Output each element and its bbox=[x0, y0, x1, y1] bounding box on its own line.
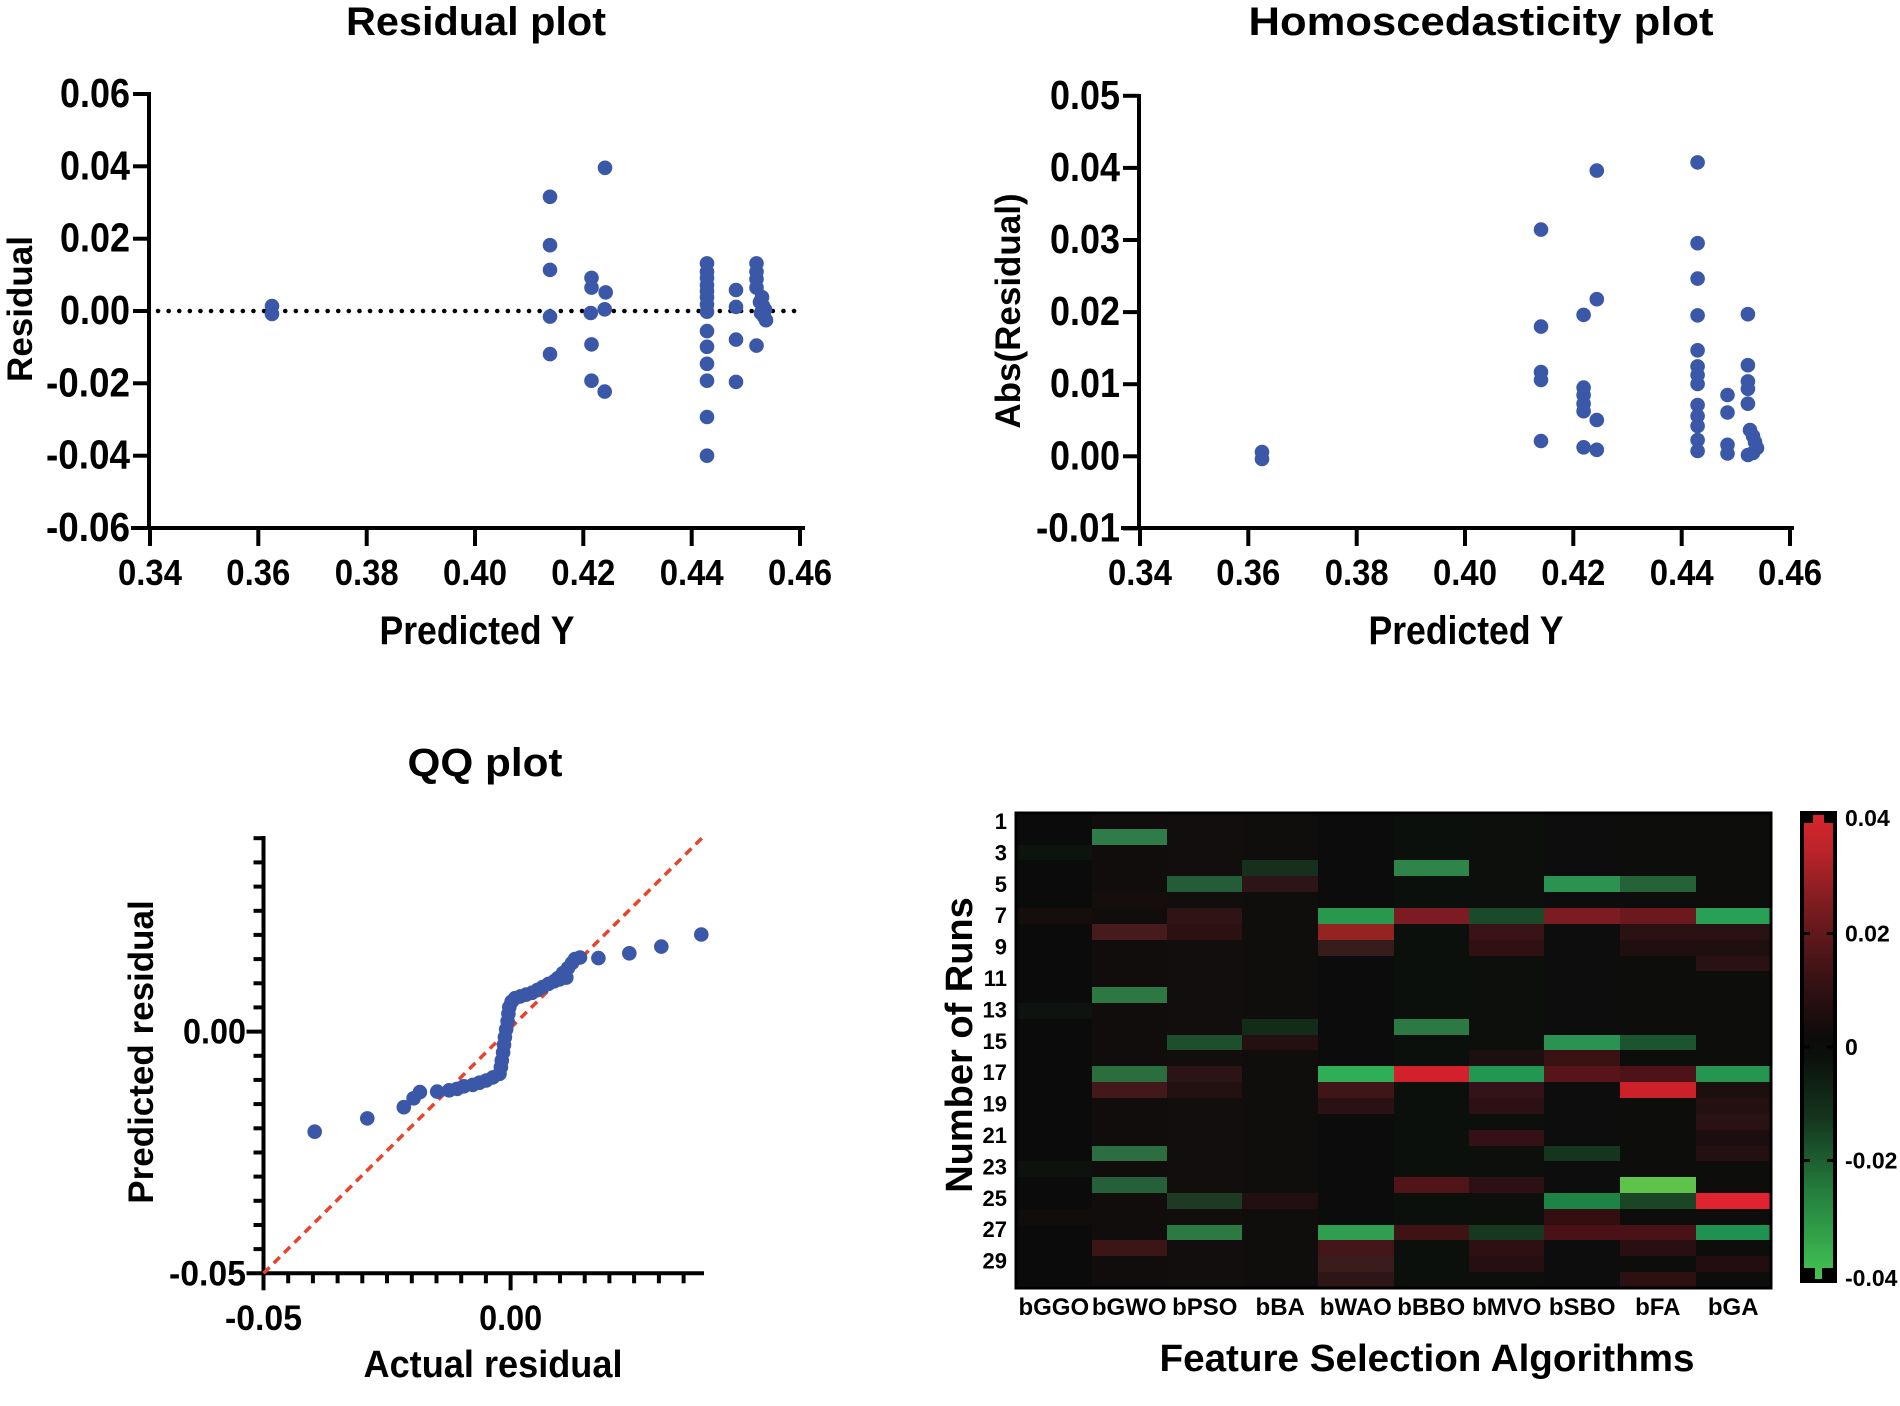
svg-text:0: 0 bbox=[1845, 1034, 1858, 1060]
svg-text:17: 17 bbox=[983, 1060, 1007, 1085]
svg-text:0.04: 0.04 bbox=[1845, 805, 1890, 831]
svg-text:15: 15 bbox=[983, 1029, 1007, 1054]
svg-text:Number of Runs: Number of Runs bbox=[939, 897, 981, 1193]
svg-text:Predicted Y: Predicted Y bbox=[1369, 609, 1564, 653]
svg-text:-0.04: -0.04 bbox=[1845, 1265, 1898, 1291]
svg-text:1: 1 bbox=[995, 809, 1007, 834]
svg-text:0.36: 0.36 bbox=[1216, 552, 1280, 593]
svg-text:3: 3 bbox=[995, 840, 1007, 865]
svg-text:0.42: 0.42 bbox=[551, 552, 615, 593]
svg-text:0.02: 0.02 bbox=[1050, 288, 1120, 334]
svg-text:0.02: 0.02 bbox=[1845, 921, 1890, 947]
svg-text:0.00: 0.00 bbox=[1050, 432, 1120, 478]
svg-text:-0.05: -0.05 bbox=[225, 1299, 302, 1338]
svg-text:bMVO: bMVO bbox=[1472, 1294, 1541, 1321]
svg-text:0.40: 0.40 bbox=[1433, 552, 1497, 593]
svg-text:29: 29 bbox=[983, 1249, 1007, 1274]
svg-text:Abs(Residual): Abs(Residual) bbox=[989, 193, 1028, 428]
svg-text:7: 7 bbox=[995, 903, 1007, 928]
svg-text:0.00: 0.00 bbox=[183, 1013, 246, 1052]
svg-text:Feature Selection Algorithms: Feature Selection Algorithms bbox=[1160, 1338, 1695, 1380]
svg-text:Residual plot: Residual plot bbox=[346, 0, 606, 44]
svg-text:25: 25 bbox=[983, 1186, 1007, 1211]
svg-text:0.46: 0.46 bbox=[768, 552, 832, 593]
svg-text:0.42: 0.42 bbox=[1541, 552, 1605, 593]
svg-text:bWAO: bWAO bbox=[1320, 1294, 1392, 1321]
svg-text:0.46: 0.46 bbox=[1758, 552, 1822, 593]
svg-text:Homoscedasticity plot: Homoscedasticity plot bbox=[1249, 0, 1714, 44]
svg-text:Predicted residual: Predicted residual bbox=[122, 900, 161, 1203]
svg-text:bBBO: bBBO bbox=[1397, 1294, 1465, 1321]
svg-text:0.40: 0.40 bbox=[443, 552, 507, 593]
svg-text:0.03: 0.03 bbox=[1050, 216, 1120, 262]
svg-text:0.34: 0.34 bbox=[1108, 552, 1172, 593]
svg-text:0.34: 0.34 bbox=[118, 552, 182, 593]
svg-text:Predicted Y: Predicted Y bbox=[380, 609, 575, 653]
svg-text:bPSO: bPSO bbox=[1172, 1294, 1237, 1321]
svg-text:5: 5 bbox=[995, 872, 1007, 897]
svg-text:QQ plot: QQ plot bbox=[408, 741, 563, 785]
svg-text:0.04: 0.04 bbox=[60, 142, 130, 188]
svg-text:0.38: 0.38 bbox=[1325, 552, 1389, 593]
svg-text:bSBO: bSBO bbox=[1549, 1294, 1616, 1321]
svg-text:-0.06: -0.06 bbox=[46, 504, 130, 550]
svg-text:-0.02: -0.02 bbox=[1845, 1148, 1897, 1174]
svg-text:21: 21 bbox=[983, 1123, 1007, 1148]
svg-text:-0.05: -0.05 bbox=[169, 1254, 246, 1293]
svg-text:-0.02: -0.02 bbox=[46, 359, 130, 405]
svg-text:Residual: Residual bbox=[1, 236, 40, 382]
svg-text:-0.04: -0.04 bbox=[46, 432, 130, 478]
svg-text:Actual residual: Actual residual bbox=[364, 1344, 623, 1386]
svg-text:0.00: 0.00 bbox=[479, 1299, 542, 1338]
svg-text:0.00: 0.00 bbox=[60, 287, 130, 333]
svg-text:13: 13 bbox=[983, 997, 1007, 1022]
svg-text:0.02: 0.02 bbox=[60, 215, 130, 261]
svg-text:0.05: 0.05 bbox=[1050, 72, 1120, 118]
svg-text:0.04: 0.04 bbox=[1050, 144, 1120, 190]
svg-text:bGA: bGA bbox=[1708, 1294, 1759, 1321]
svg-text:0.01: 0.01 bbox=[1050, 360, 1120, 406]
svg-text:9: 9 bbox=[995, 935, 1007, 960]
svg-text:0.36: 0.36 bbox=[226, 552, 290, 593]
svg-text:23: 23 bbox=[983, 1154, 1007, 1179]
svg-text:-0.01: -0.01 bbox=[1036, 504, 1120, 550]
svg-text:0.44: 0.44 bbox=[1650, 552, 1714, 593]
svg-text:0.38: 0.38 bbox=[335, 552, 399, 593]
svg-text:bGGO: bGGO bbox=[1018, 1294, 1089, 1321]
svg-text:27: 27 bbox=[983, 1217, 1007, 1242]
svg-text:0.06: 0.06 bbox=[60, 70, 130, 116]
svg-text:bGWO: bGWO bbox=[1092, 1294, 1167, 1321]
svg-text:0.44: 0.44 bbox=[660, 552, 724, 593]
svg-text:bFA: bFA bbox=[1635, 1294, 1680, 1321]
svg-text:bBA: bBA bbox=[1256, 1294, 1305, 1321]
svg-text:19: 19 bbox=[983, 1092, 1007, 1117]
svg-text:11: 11 bbox=[984, 966, 1007, 991]
